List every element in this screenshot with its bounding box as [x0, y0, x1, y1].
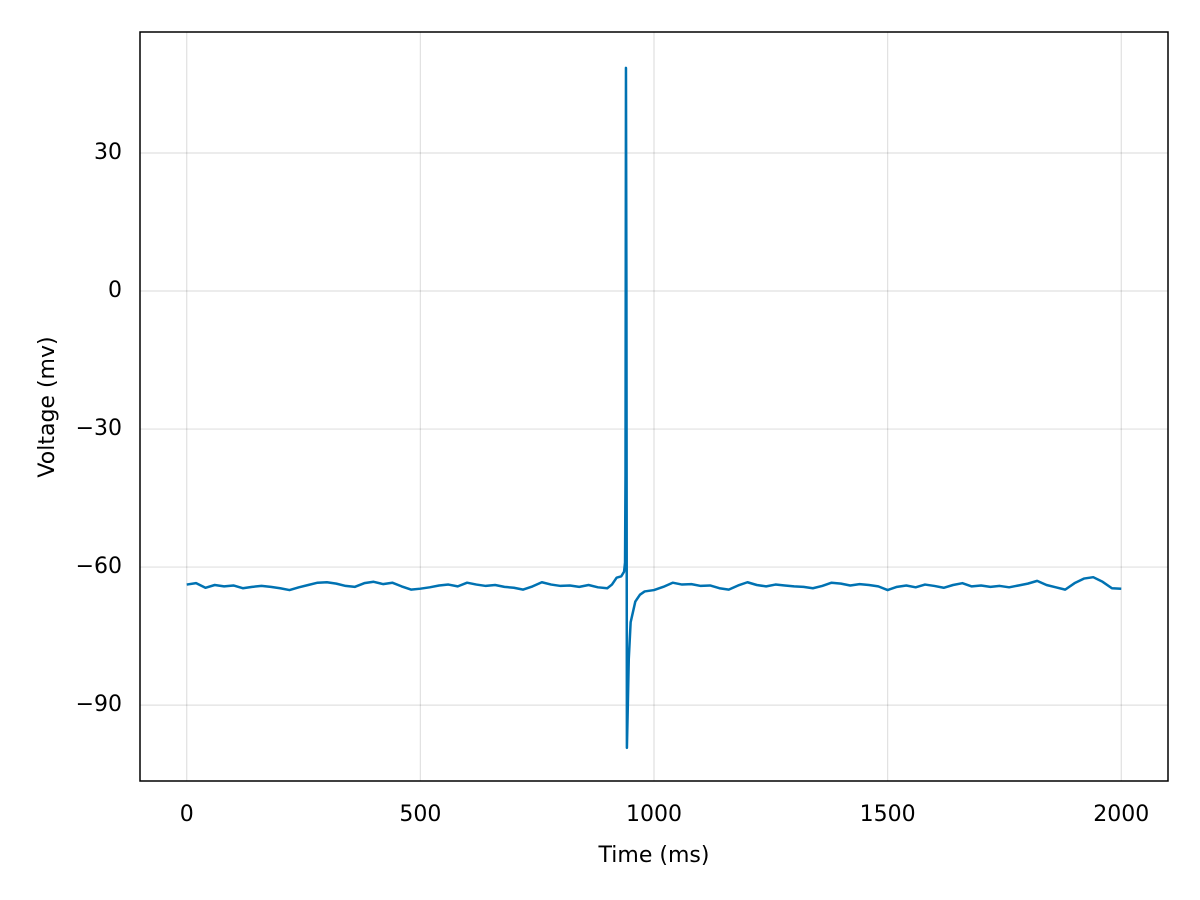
x-tick-label: 500 — [399, 802, 441, 827]
plot-frame — [139, 31, 1169, 782]
x-tick-label: 0 — [180, 802, 194, 827]
y-tick-label: 30 — [94, 140, 122, 165]
x-tick-label: 2000 — [1093, 802, 1149, 827]
data-line — [186, 66, 1122, 750]
x-axis-label: Time (ms) — [598, 843, 710, 868]
x-tick-label: 1000 — [626, 802, 682, 827]
y-tick-label: −60 — [76, 554, 122, 579]
x-tick-label: 1500 — [860, 802, 916, 827]
y-tick-label: −30 — [76, 416, 122, 441]
y-tick-label: 0 — [108, 278, 122, 303]
y-axis-label: Voltage (mv) — [35, 336, 60, 477]
y-tick-label: −90 — [76, 692, 122, 717]
